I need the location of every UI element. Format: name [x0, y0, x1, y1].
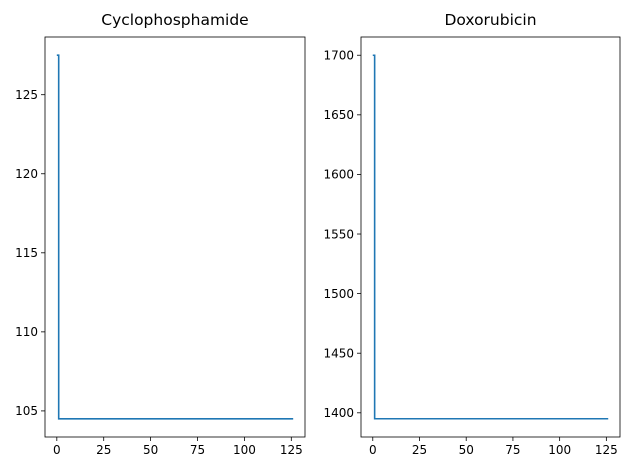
x-tick-label: 75 — [190, 443, 205, 457]
y-tick-label: 1450 — [323, 347, 354, 361]
y-tick-label: 1700 — [323, 49, 354, 63]
y-tick-label: 1500 — [323, 287, 354, 301]
chart-cyclophosphamide: Cyclophosphamide 0 25 50 75 100 125 105 110 115 12… — [15, 11, 306, 457]
y-tick-label: 105 — [15, 404, 38, 418]
y-tick-label: 1400 — [323, 406, 354, 420]
x-tick-label: 25 — [412, 443, 427, 457]
axes-frame — [360, 36, 621, 438]
x-tick-label: 50 — [143, 443, 158, 457]
x-tick-label: 75 — [505, 443, 520, 457]
y-tick-label: 120 — [15, 167, 38, 181]
x-tick-label: 125 — [595, 443, 618, 457]
axes-frame — [44, 36, 306, 438]
series-line-0 — [56, 54, 294, 420]
x-tick-label: 125 — [280, 443, 303, 457]
x-tick-label: 0 — [53, 443, 61, 457]
x-tick-label: 25 — [96, 443, 111, 457]
y-tick-label: 115 — [15, 246, 38, 260]
x-tick-label: 50 — [459, 443, 474, 457]
x-tick-label: 100 — [548, 443, 571, 457]
series-line-0 — [372, 54, 609, 420]
y-tick-label: 1550 — [323, 227, 354, 241]
x-tick-label: 0 — [369, 443, 377, 457]
y-tick-label: 1600 — [323, 168, 354, 182]
chart-title: Cyclophosphamide — [101, 11, 248, 29]
y-tick-label: 1650 — [323, 108, 354, 122]
chart-title: Doxorubicin — [444, 11, 536, 29]
y-tick-label: 110 — [15, 325, 38, 339]
y-tick-label: 125 — [15, 88, 38, 102]
x-tick-label: 100 — [233, 443, 256, 457]
chart-doxorubicin: Doxorubicin 0 25 50 75 100 125 1400 1450 1500 1550… — [323, 11, 621, 457]
